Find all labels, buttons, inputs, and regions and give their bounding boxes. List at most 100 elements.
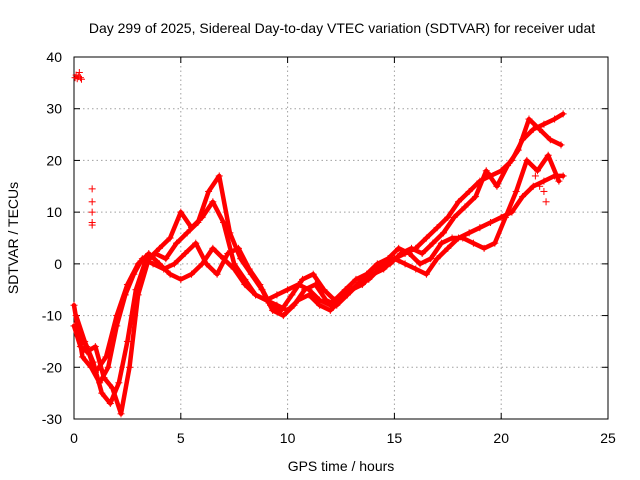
- data-point: [194, 218, 202, 226]
- series-line: [76, 173, 566, 375]
- chart-title: Day 299 of 2025, Sidereal Day-to-day VTE…: [89, 20, 595, 36]
- data-point: [104, 363, 112, 371]
- data-point: [450, 213, 458, 221]
- data-point: [79, 353, 87, 361]
- data-point: [373, 260, 381, 268]
- data-point: [88, 208, 96, 216]
- data-point: [525, 115, 533, 123]
- data-point: [540, 177, 548, 185]
- y-tick-label: 20: [46, 152, 62, 168]
- data-point: [529, 125, 537, 133]
- data-point: [284, 286, 292, 294]
- data-point: [429, 239, 437, 247]
- data-point: [395, 244, 403, 252]
- data-point: [519, 193, 527, 201]
- data-point: [202, 260, 210, 268]
- x-tick-label: 5: [177, 430, 185, 446]
- data-point: [465, 187, 473, 195]
- data-point: [401, 260, 409, 268]
- data-point: [252, 291, 260, 299]
- data-point: [170, 260, 178, 268]
- data-point: [444, 213, 452, 221]
- data-point: [559, 172, 567, 180]
- data-point: [183, 229, 191, 237]
- data-point: [234, 244, 242, 252]
- data-point: [493, 182, 501, 190]
- y-tick-label: -10: [42, 308, 62, 324]
- data-point: [448, 234, 456, 242]
- data-point: [83, 343, 91, 351]
- data-point: [121, 291, 129, 299]
- data-point: [331, 296, 339, 304]
- data-point: [384, 255, 392, 263]
- data-point: [461, 203, 469, 211]
- data-point: [75, 69, 83, 77]
- data-point: [145, 250, 153, 258]
- series-outliers: [71, 69, 550, 229]
- data-point: [534, 167, 542, 175]
- axis-ticks: [73, 56, 609, 420]
- data-point: [326, 301, 334, 309]
- data-point: [88, 185, 96, 193]
- data-point: [130, 270, 138, 278]
- data-point: [88, 198, 96, 206]
- data-point: [88, 221, 96, 229]
- data-point: [256, 281, 264, 289]
- data-point: [363, 270, 371, 278]
- data-point: [205, 187, 213, 195]
- data-point: [454, 198, 462, 206]
- data-point: [91, 343, 99, 351]
- x-tick-label: 20: [493, 430, 509, 446]
- data-point: [113, 322, 121, 330]
- data-point: [523, 156, 531, 164]
- y-axis-label: SDTVAR / TECUs: [5, 182, 21, 294]
- data-point: [559, 110, 567, 118]
- data-point: [155, 244, 163, 252]
- series-track-b: [72, 115, 565, 407]
- data-point: [501, 213, 509, 221]
- data-point: [320, 286, 328, 294]
- data-point: [444, 244, 452, 252]
- data-point: [245, 265, 253, 273]
- data-point: [177, 275, 185, 283]
- data-point: [555, 177, 563, 185]
- x-tick-label: 10: [280, 430, 296, 446]
- data-point: [422, 234, 430, 242]
- y-tick-label: 10: [46, 204, 62, 220]
- data-point: [126, 363, 134, 371]
- y-tick-label: 30: [46, 101, 62, 117]
- data-point: [288, 291, 296, 299]
- data-point: [241, 281, 249, 289]
- data-point: [465, 229, 473, 237]
- data-point: [536, 182, 544, 190]
- data-point: [187, 270, 195, 278]
- data-point: [132, 286, 140, 294]
- data-point: [277, 306, 285, 314]
- data-point: [70, 301, 78, 309]
- data-point: [305, 286, 313, 294]
- data-point: [213, 270, 221, 278]
- data-point: [117, 410, 125, 418]
- data-point: [226, 229, 234, 237]
- data-point: [551, 115, 559, 123]
- data-point: [215, 172, 223, 180]
- data-point: [459, 234, 467, 242]
- data-point: [405, 250, 413, 258]
- data-point: [544, 151, 552, 159]
- x-tick-label: 0: [70, 430, 78, 446]
- data-point: [106, 399, 114, 407]
- data-point: [115, 379, 123, 387]
- data-point: [540, 187, 548, 195]
- data-point: [166, 270, 174, 278]
- data-point: [341, 286, 349, 294]
- data-point: [177, 208, 185, 216]
- data-point: [416, 260, 424, 268]
- y-tick-label: -20: [42, 359, 62, 375]
- data-point: [160, 265, 168, 273]
- data-point: [557, 141, 565, 149]
- data-point: [77, 75, 85, 83]
- data-point: [316, 296, 324, 304]
- data-point: [352, 275, 360, 283]
- data-point: [540, 120, 548, 128]
- grid-lines: [74, 57, 608, 419]
